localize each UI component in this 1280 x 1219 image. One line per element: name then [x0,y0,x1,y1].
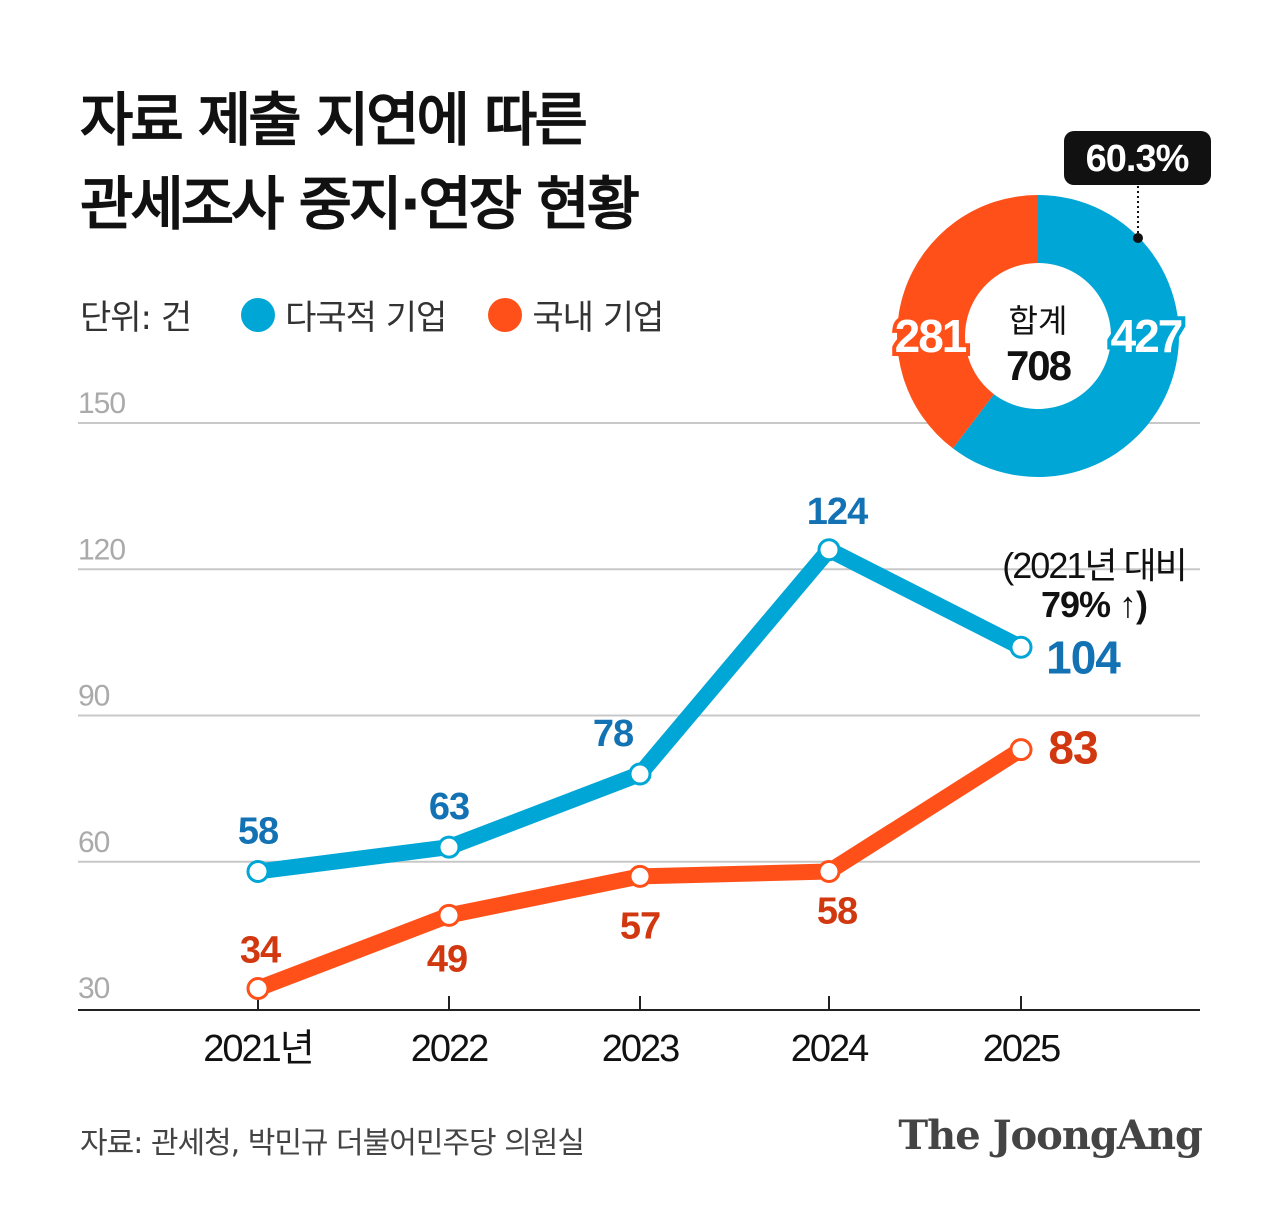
legend-dot-icon [241,297,276,332]
data-label: 124 [807,491,868,533]
y-tick-label: 30 [78,972,110,1005]
data-label: 83 [1048,722,1097,774]
chart-title: 자료 제출 지연에 따른 관세조사 중지·연장 현황 [80,78,640,246]
donut-slice-1 [896,195,1038,449]
x-tick-label: 2025 [983,1028,1060,1070]
source-note: 자료: 관세청, 박민규 더불어민주당 의원실 [80,1126,585,1161]
y-tick-label: 150 [78,387,125,420]
legend-item-domestic: 국내 기업 [488,290,664,339]
legend-dot-icon [488,297,523,332]
donut-value-label: 281 [895,310,967,362]
data-label: 78 [593,713,633,755]
legend-label: 다국적 기업 [285,298,447,338]
data-label: 58 [817,891,857,933]
data-point [1009,635,1033,659]
x-tick-label: 2022 [411,1028,488,1070]
y-tick-label: 120 [78,533,125,566]
data-point [1009,738,1033,762]
data-point [437,835,461,859]
data-point [246,977,270,1000]
data-point [817,538,841,562]
y-tick-label: 60 [78,826,110,859]
donut-center-label: 합계 [1009,302,1068,340]
data-label: 104 [1046,631,1121,683]
data-label: 57 [620,905,660,947]
title-line-1: 자료 제출 지연에 따른 [80,86,588,154]
x-tick-label: 2023 [602,1028,679,1070]
data-point [817,860,841,883]
data-label: 58 [238,811,278,853]
x-tick-label: 2024 [791,1028,869,1070]
x-tick-label: 2021년 [203,1028,313,1070]
data-label: 49 [427,938,467,980]
logo: The JoongAng [898,1112,1203,1159]
donut-total: 708 [1006,342,1072,389]
data-point [628,762,652,786]
data-label: 63 [429,786,469,828]
annotation-line-2: 79% ↑) [1041,584,1147,625]
data-point [437,903,461,927]
y-tick-label: 90 [78,680,110,713]
title-line-2: 관세조사 중지·연장 현황 [80,170,640,238]
data-point [628,864,652,888]
legend-label: 국내 기업 [532,298,664,338]
donut-slice-0 [952,195,1179,477]
callout-box [1064,131,1211,185]
data-label: 34 [240,930,281,972]
annotation-line-1: (2021년 대비 [1002,545,1185,586]
donut-value-label: 427 [1111,310,1182,362]
legend-item-multinational: 다국적 기업 [241,290,447,339]
callout-dot [1133,233,1143,243]
unit-label: 단위: 건 [80,298,192,338]
legend: 단위: 건 다국적 기업 국내 기업 [80,290,664,339]
callout-label: 60.3% [1086,138,1189,180]
data-point [246,860,270,883]
